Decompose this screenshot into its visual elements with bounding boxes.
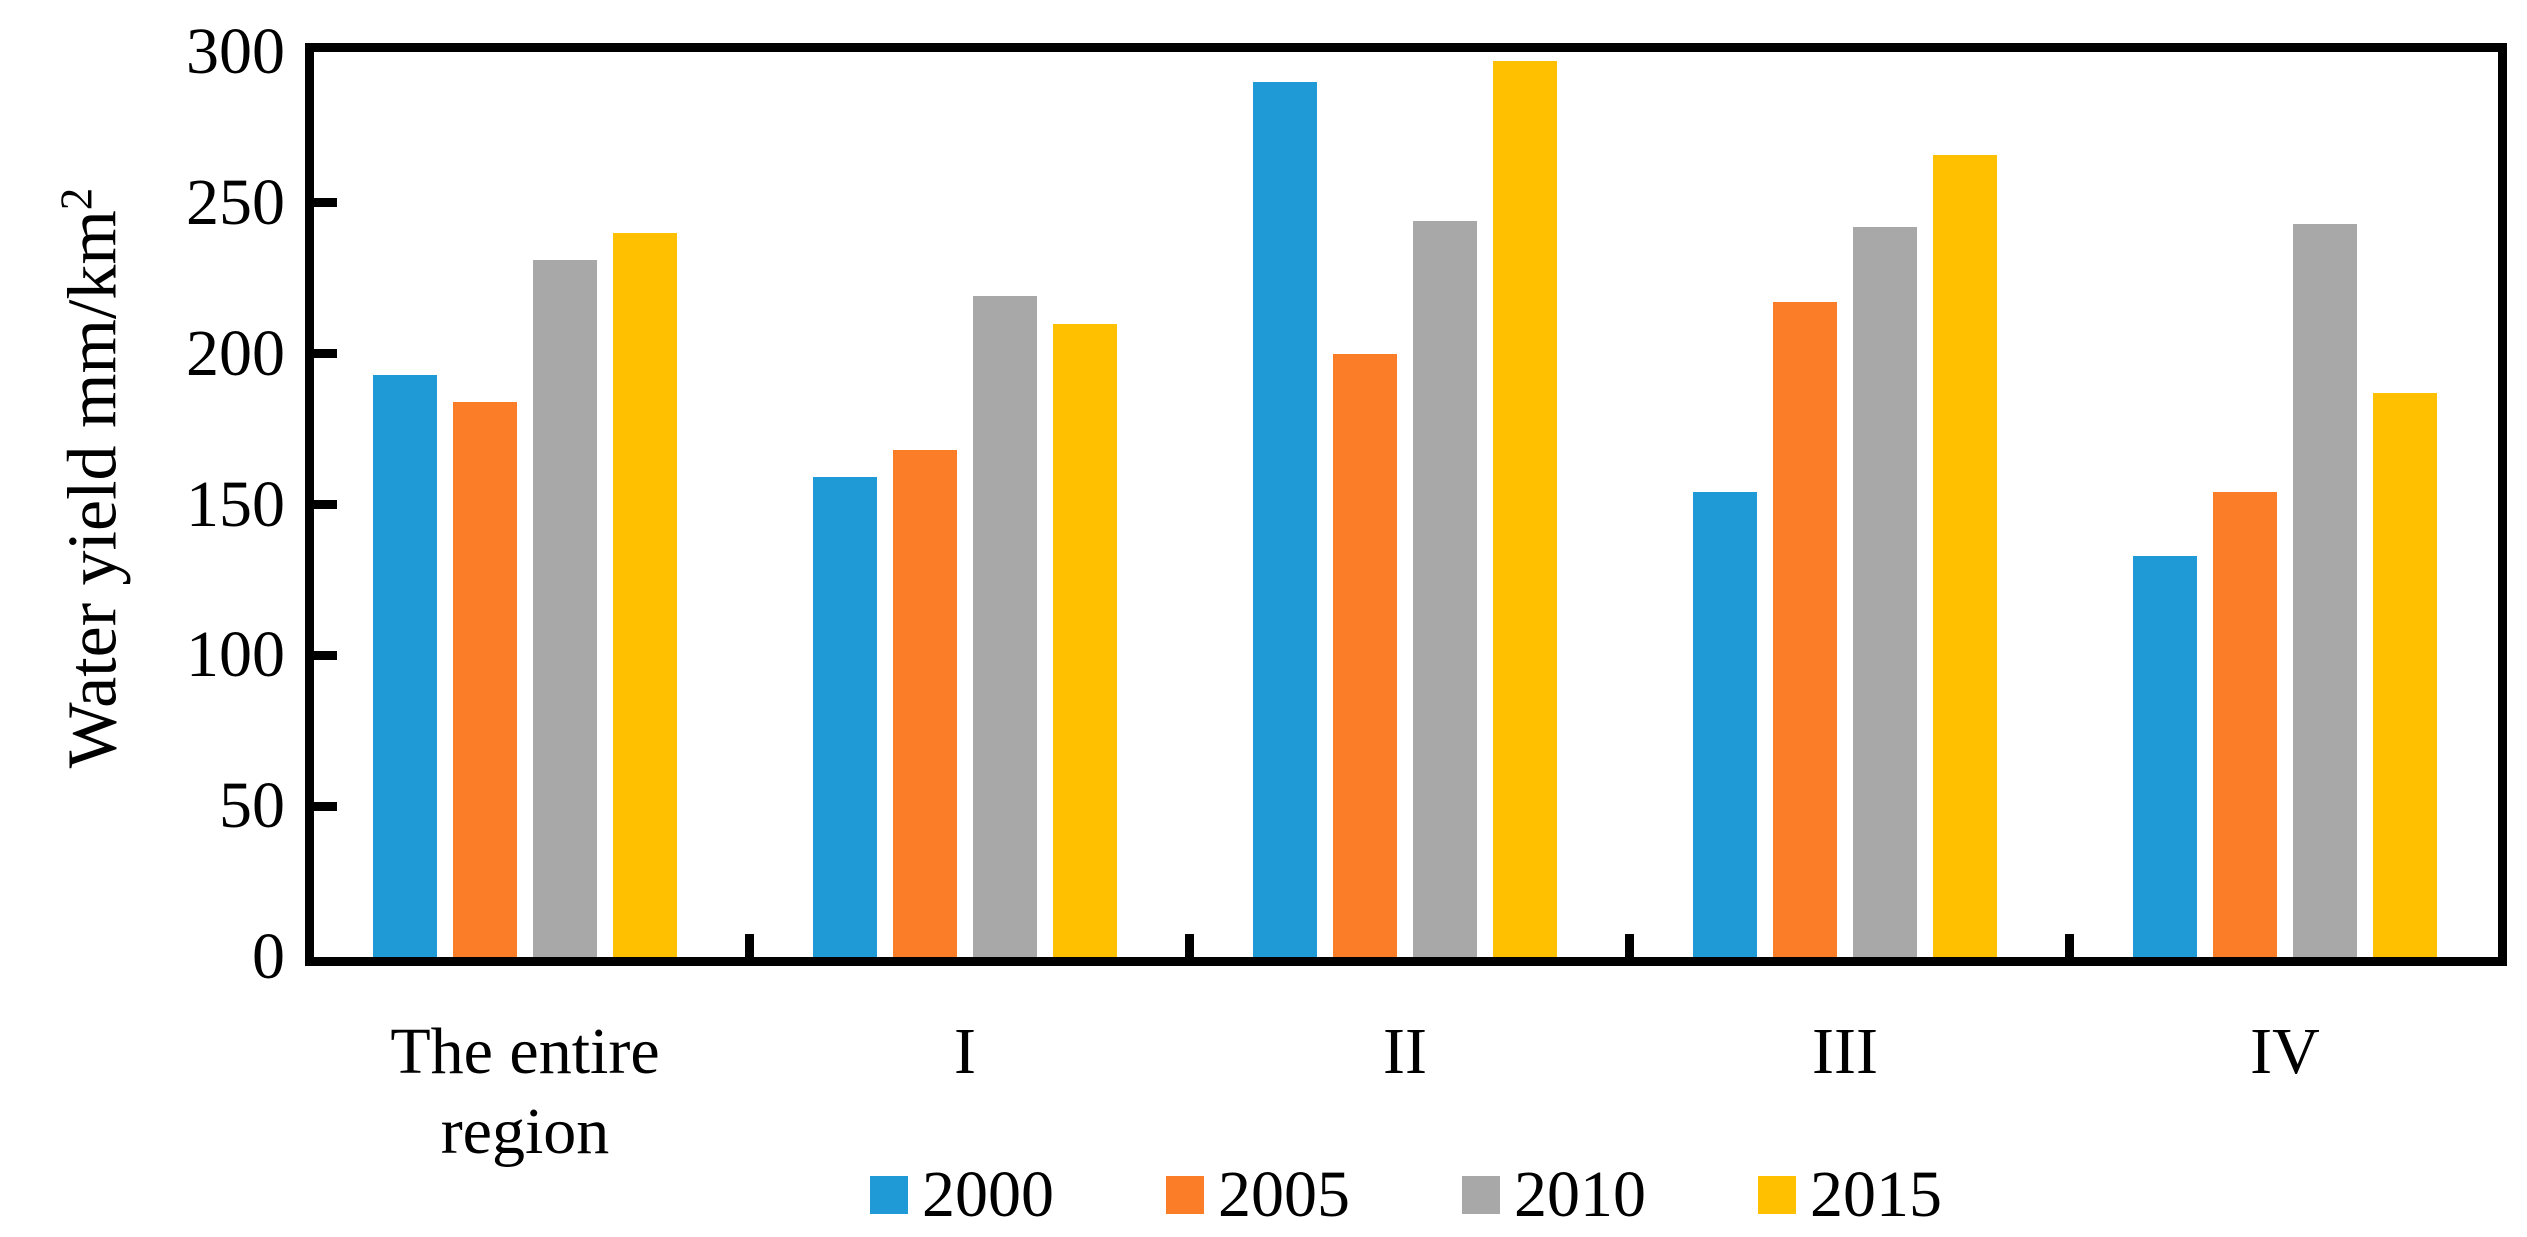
bar-2000-group3 bbox=[1253, 82, 1317, 957]
x-axis-label-5: IV bbox=[2250, 1015, 2320, 1088]
bar-2015-group3 bbox=[1493, 61, 1557, 957]
legend: 2000 2005 2010 2015 bbox=[305, 1160, 2507, 1230]
bar-2000-group1 bbox=[373, 374, 437, 957]
legend-label-2015: 2015 bbox=[1810, 1158, 1942, 1231]
plot-area bbox=[305, 43, 2507, 966]
y-axis-tick-150 bbox=[314, 500, 337, 509]
bar-2000-group4 bbox=[1693, 492, 1757, 957]
x-axis-tick-2 bbox=[1185, 934, 1194, 957]
y-axis-label-100: 100 bbox=[186, 618, 285, 692]
bar-2010-group2 bbox=[973, 296, 1037, 957]
legend-swatch-2015 bbox=[1758, 1176, 1796, 1214]
bar-2005-group3 bbox=[1333, 353, 1397, 957]
legend-item-2010: 2010 bbox=[1462, 1160, 1646, 1230]
y-axis-tick-200 bbox=[314, 349, 337, 359]
x-axis-tick-1 bbox=[745, 934, 754, 957]
bar-2015-group4 bbox=[1933, 154, 1997, 957]
bar-2000-group5 bbox=[2133, 555, 2197, 957]
y-axis-tick-250 bbox=[314, 198, 337, 208]
bar-2010-group3 bbox=[1413, 220, 1477, 957]
legend-swatch-2000 bbox=[870, 1176, 908, 1214]
y-axis-label-250: 250 bbox=[186, 165, 285, 239]
x-axis-label-4: III bbox=[1812, 1015, 1878, 1088]
y-axis-label-200: 200 bbox=[186, 316, 285, 390]
bar-2010-group1 bbox=[533, 260, 597, 957]
bar-2015-group5 bbox=[2373, 392, 2437, 957]
bar-2010-group4 bbox=[1853, 226, 1917, 957]
y-axis-tick-50 bbox=[314, 801, 337, 811]
bar-2015-group1 bbox=[613, 233, 677, 957]
bar-2005-group4 bbox=[1773, 302, 1837, 957]
legend-label-2005: 2005 bbox=[1218, 1158, 1350, 1231]
x-axis-label-3: II bbox=[1383, 1015, 1427, 1088]
y-axis-label-0: 0 bbox=[252, 920, 285, 993]
bar-2015-group2 bbox=[1053, 323, 1117, 957]
bar-2005-group2 bbox=[893, 450, 957, 957]
x-axis-tick-3 bbox=[1625, 934, 1634, 957]
bar-2005-group5 bbox=[2213, 492, 2277, 957]
bar-2010-group5 bbox=[2293, 223, 2357, 957]
y-axis-tick-100 bbox=[314, 650, 337, 660]
x-axis-tick-4 bbox=[2065, 934, 2074, 957]
legend-item-2005: 2005 bbox=[1166, 1160, 1350, 1230]
legend-item-2015: 2015 bbox=[1758, 1160, 1942, 1230]
y-axis-label-300: 300 bbox=[186, 15, 285, 88]
x-axis-label-1: The entire region bbox=[390, 1015, 660, 1168]
bar-2000-group2 bbox=[813, 477, 877, 957]
x-axis-label-2: I bbox=[954, 1015, 976, 1088]
legend-swatch-2010 bbox=[1462, 1176, 1500, 1214]
legend-item-2000: 2000 bbox=[870, 1160, 1054, 1230]
legend-label-2000: 2000 bbox=[922, 1158, 1054, 1231]
y-axis-label-50: 50 bbox=[219, 769, 285, 843]
legend-swatch-2005 bbox=[1166, 1176, 1204, 1214]
bar-2005-group1 bbox=[453, 401, 517, 957]
y-axis-label-150: 150 bbox=[186, 467, 285, 541]
legend-label-2010: 2010 bbox=[1514, 1158, 1646, 1231]
